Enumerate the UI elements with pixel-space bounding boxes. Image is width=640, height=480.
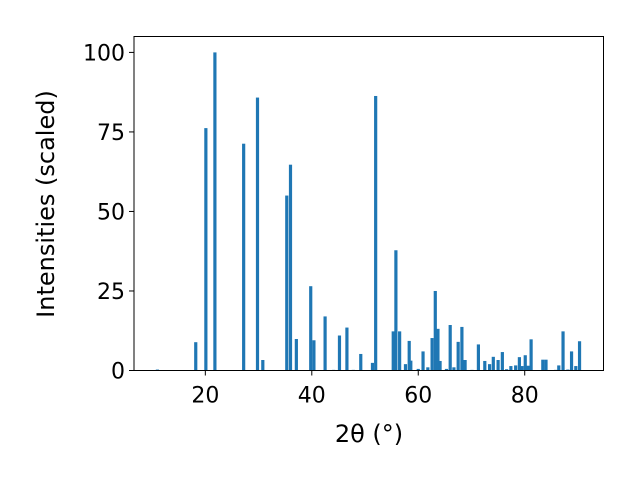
bar	[204, 128, 208, 371]
y-axis-ticks: 0 25 50 75 100	[83, 41, 134, 385]
bar	[574, 366, 578, 371]
bar	[496, 360, 500, 371]
bar	[520, 366, 524, 371]
bar	[523, 355, 527, 371]
bar	[452, 367, 456, 371]
bar	[544, 359, 548, 371]
bar	[242, 143, 246, 371]
bar	[194, 342, 198, 371]
bar	[370, 362, 375, 371]
bar	[438, 360, 442, 371]
x-tick-label: 60	[404, 384, 432, 409]
bar	[491, 356, 495, 371]
bar	[312, 340, 316, 371]
bar	[529, 339, 533, 371]
bar	[448, 325, 452, 371]
bar	[541, 359, 545, 371]
bar	[323, 316, 327, 371]
bar	[444, 368, 449, 371]
y-tick-label: 75	[97, 121, 125, 146]
bar	[359, 353, 363, 371]
bar	[374, 95, 378, 371]
bar	[460, 326, 464, 371]
bar	[476, 344, 480, 371]
bar	[557, 365, 561, 371]
bar	[509, 366, 513, 371]
bar	[416, 368, 420, 371]
y-axis-label: Intensities (scaled)	[32, 90, 60, 318]
bar	[403, 364, 408, 371]
bar	[421, 351, 425, 371]
y-tick-label: 0	[111, 360, 125, 385]
bar	[261, 360, 265, 371]
x-tick-label: 80	[511, 384, 539, 409]
bar	[285, 195, 289, 371]
bar	[255, 97, 260, 371]
bar	[433, 290, 437, 371]
bar	[514, 365, 518, 371]
x-axis-ticks: 20 40 60 80	[191, 370, 539, 409]
bar	[487, 364, 492, 371]
bar	[517, 357, 521, 371]
bar	[483, 360, 487, 371]
y-tick-label: 100	[83, 41, 125, 66]
bar	[394, 250, 398, 371]
y-tick-label: 25	[97, 280, 125, 305]
bar	[436, 328, 440, 371]
bar	[309, 286, 313, 371]
bar	[561, 331, 565, 371]
x-tick-label: 20	[191, 384, 219, 409]
bar	[426, 367, 430, 371]
bar	[337, 335, 342, 371]
bar	[577, 341, 582, 371]
bar	[430, 338, 434, 371]
plot-frame	[133, 36, 604, 371]
bar	[288, 164, 293, 371]
bar	[213, 52, 217, 371]
bar	[407, 340, 411, 371]
bar	[456, 341, 460, 371]
bar	[500, 352, 504, 371]
bar	[345, 327, 349, 371]
x-axis-label: 2θ (°)	[335, 420, 403, 448]
x-tick-label: 40	[298, 384, 326, 409]
bar	[391, 331, 395, 371]
bar	[526, 365, 530, 371]
bar	[398, 331, 402, 371]
bar	[505, 369, 509, 371]
y-tick-label: 50	[97, 200, 125, 225]
bar	[463, 360, 467, 371]
bar	[294, 339, 298, 371]
bar	[409, 360, 413, 371]
bar	[569, 351, 574, 371]
